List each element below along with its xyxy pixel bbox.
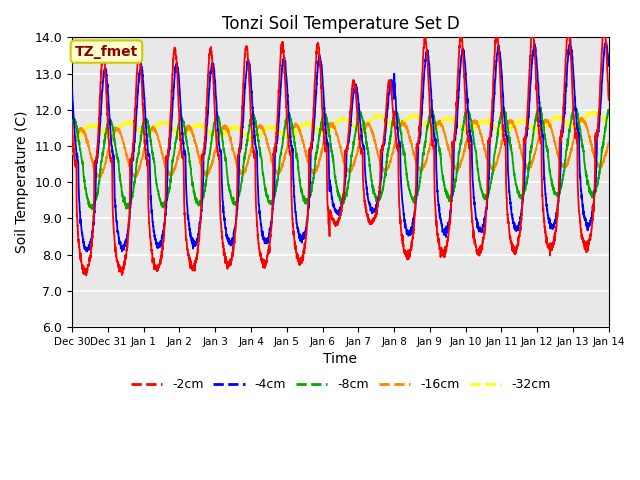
X-axis label: Time: Time	[323, 352, 358, 366]
-8cm	[275, 172, 282, 178]
-32cm	[129, 122, 137, 128]
-2cm	[68, 121, 76, 127]
-32cm	[68, 137, 76, 143]
-8cm	[605, 107, 612, 113]
-2cm	[298, 255, 305, 261]
-4cm	[275, 129, 282, 134]
-8cm	[68, 122, 76, 128]
-2cm	[605, 97, 612, 103]
-16cm	[68, 151, 76, 156]
-4cm	[83, 249, 91, 254]
-2cm	[537, 134, 545, 140]
-16cm	[605, 139, 612, 145]
Legend: -2cm, -4cm, -8cm, -16cm, -32cm: -2cm, -4cm, -8cm, -16cm, -32cm	[125, 373, 556, 396]
Line: -32cm: -32cm	[72, 111, 609, 140]
-32cm	[595, 113, 602, 119]
-32cm	[275, 129, 282, 134]
-4cm	[298, 233, 305, 239]
-8cm	[130, 185, 138, 191]
-16cm	[161, 163, 169, 169]
Y-axis label: Soil Temperature (C): Soil Temperature (C)	[15, 111, 29, 253]
-16cm	[132, 174, 140, 180]
Line: -2cm: -2cm	[72, 26, 609, 276]
-32cm	[250, 137, 258, 143]
-16cm	[537, 128, 545, 134]
-16cm	[275, 170, 282, 176]
-16cm	[129, 171, 137, 177]
-16cm	[578, 115, 586, 120]
Line: -8cm: -8cm	[72, 107, 609, 209]
-4cm	[537, 120, 545, 126]
-2cm	[161, 199, 169, 205]
-32cm	[589, 108, 597, 114]
-2cm	[275, 102, 282, 108]
-4cm	[130, 148, 138, 154]
-16cm	[298, 133, 305, 139]
-4cm	[595, 129, 602, 135]
-8cm	[161, 201, 169, 207]
-2cm	[130, 138, 138, 144]
-8cm	[570, 104, 578, 109]
-2cm	[83, 273, 90, 278]
-4cm	[605, 60, 612, 65]
-32cm	[537, 127, 545, 133]
-8cm	[537, 108, 545, 114]
-4cm	[161, 211, 169, 216]
-32cm	[161, 120, 169, 125]
Title: Tonzi Soil Temperature Set D: Tonzi Soil Temperature Set D	[221, 15, 460, 33]
-2cm	[600, 23, 607, 29]
-8cm	[298, 190, 305, 195]
-4cm	[566, 36, 574, 42]
-4cm	[68, 87, 76, 93]
-32cm	[298, 123, 305, 129]
-32cm	[605, 119, 612, 125]
-2cm	[595, 113, 602, 119]
Line: -4cm: -4cm	[72, 39, 609, 252]
-8cm	[88, 206, 96, 212]
-8cm	[595, 175, 602, 181]
-16cm	[595, 163, 602, 169]
Line: -16cm: -16cm	[72, 118, 609, 177]
Text: TZ_fmet: TZ_fmet	[75, 45, 138, 59]
